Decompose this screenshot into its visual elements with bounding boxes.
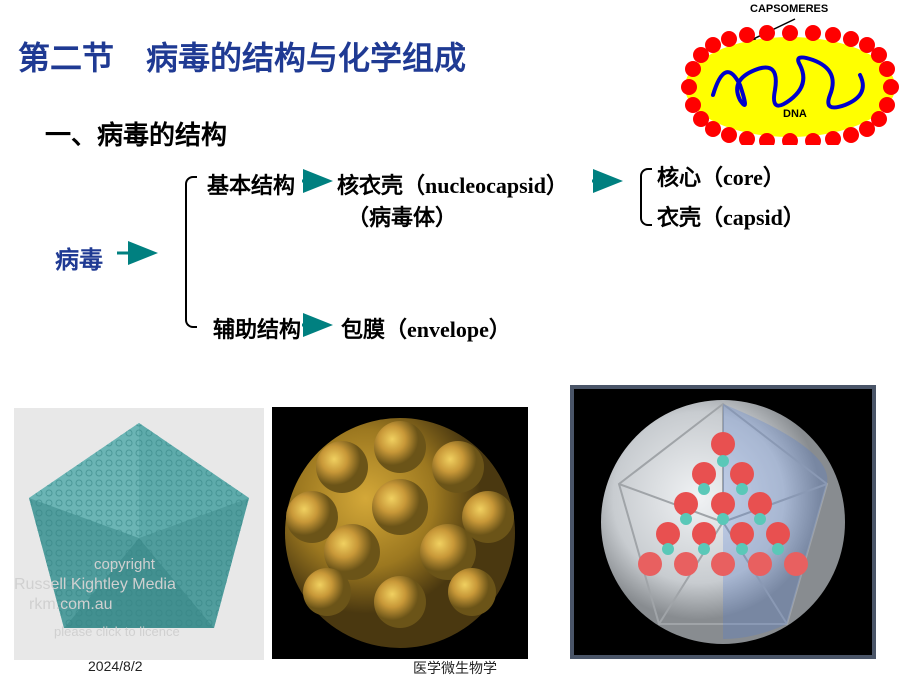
diagram-core-label: 核心（core） bbox=[657, 160, 785, 192]
watermark-1: copyright bbox=[94, 556, 155, 573]
section-heading: 一、病毒的结构 bbox=[45, 115, 227, 152]
diagram-envelope-label: 包膜（envelope） bbox=[341, 312, 511, 344]
watermark-3: rkm.com.au bbox=[29, 596, 113, 614]
bracket-right bbox=[640, 180, 642, 214]
virus-schematic: CAPSOMERES DNA bbox=[645, 5, 903, 145]
footer-subject: 医学微生物学 bbox=[413, 658, 497, 678]
diagram-virion-label: （病毒体） bbox=[347, 200, 457, 232]
slide-title: 第二节 病毒的结构与化学组成 bbox=[18, 33, 466, 79]
virus-image-spheres bbox=[272, 407, 528, 659]
virus-image-icosahedron: copyright Russell Kightley Media rkm.com… bbox=[14, 408, 264, 660]
diagram-basic-label: 基本结构 bbox=[207, 168, 295, 200]
diagram-root-label: 病毒 bbox=[55, 240, 103, 275]
dna-label: DNA bbox=[783, 108, 807, 120]
virus-image-shell bbox=[570, 385, 876, 659]
diagram-capsid-label: 衣壳（capsid） bbox=[657, 200, 805, 232]
watermark-4: please click to licence bbox=[54, 624, 180, 639]
diagram-auxiliary-label: 辅助结构 bbox=[213, 312, 301, 344]
footer-date: 2024/8/2 bbox=[88, 658, 143, 674]
watermark-2: Russell Kightley Media bbox=[14, 576, 176, 594]
diagram-nucleocapsid-label: 核衣壳（nucleocapsid） bbox=[337, 168, 568, 200]
bracket-left bbox=[185, 188, 187, 316]
